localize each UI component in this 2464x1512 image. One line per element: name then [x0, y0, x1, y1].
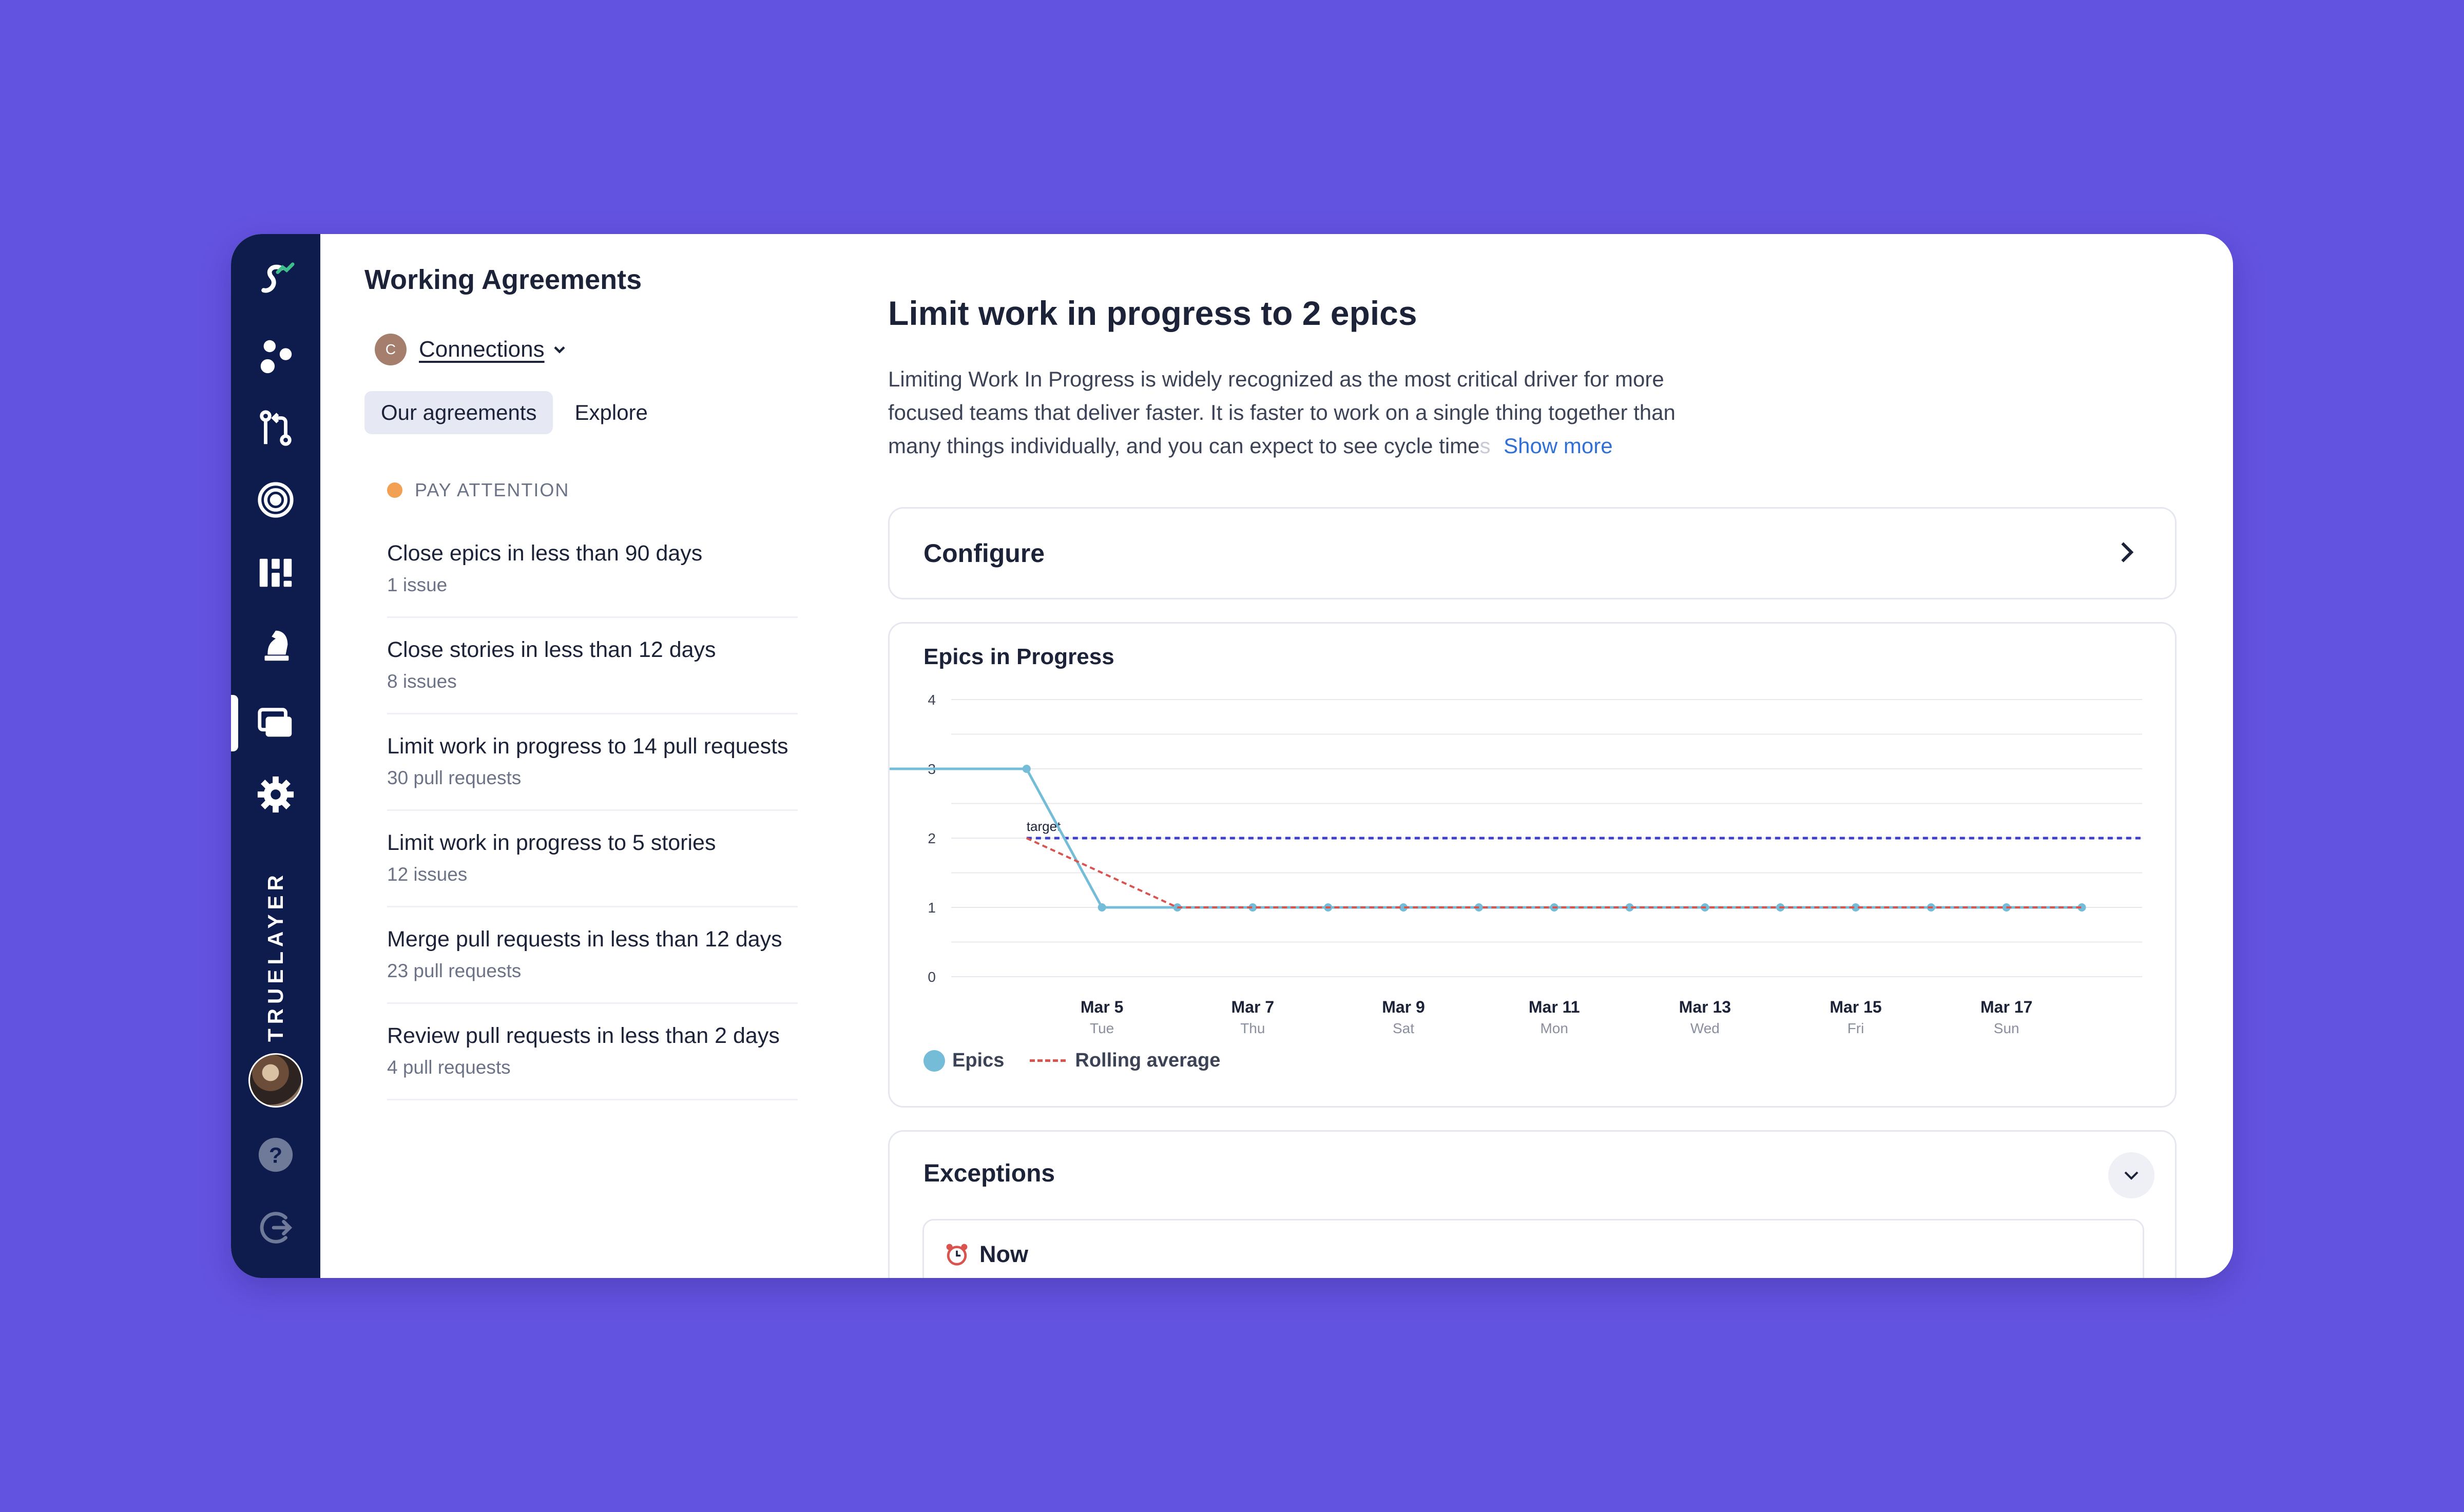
data-point-epics — [1248, 903, 1257, 912]
chart-title: Epics in Progress — [923, 644, 1114, 669]
x-tick-weekday: Sat — [1393, 1020, 1414, 1034]
warning-dot-icon — [387, 482, 402, 498]
data-point-epics — [2077, 903, 2086, 912]
x-tick-label: Mar 9 — [1382, 998, 1425, 1016]
now-label: Now — [945, 1241, 1028, 1268]
target-icon[interactable] — [250, 474, 301, 526]
list-item-title: Close stories in less than 12 days — [387, 637, 716, 662]
svg-text:?: ? — [269, 1143, 282, 1168]
data-point-epics — [1625, 903, 1634, 912]
data-point-epics — [1852, 903, 1860, 912]
x-tick-weekday: Sun — [1994, 1020, 2019, 1034]
agreement-tabs: Our agreements Explore — [364, 391, 669, 434]
x-tick-label: Mar 7 — [1231, 998, 1275, 1016]
list-item[interactable]: Close stories in less than 12 days 8 iss… — [387, 618, 798, 714]
tab-our-agreements[interactable]: Our agreements — [364, 391, 553, 434]
now-text: Now — [979, 1241, 1028, 1267]
logo-icon[interactable] — [250, 255, 301, 306]
user-avatar[interactable] — [248, 1053, 303, 1108]
list-item-subtitle: 1 issue — [387, 574, 448, 595]
gear-icon[interactable] — [250, 769, 301, 820]
series-line-rolling-average — [1026, 837, 2082, 908]
x-tick-label: Mar 5 — [1081, 998, 1124, 1016]
exceptions-card: Exceptions Now — [888, 1130, 2177, 1278]
list-item[interactable]: Review pull requests in less than 2 days… — [387, 1004, 798, 1100]
board-icon[interactable] — [250, 547, 301, 598]
help-icon[interactable]: ? — [250, 1129, 301, 1180]
agreements-panel: Working Agreements C Connections Our agr… — [320, 234, 798, 1278]
exceptions-label: Exceptions — [923, 1160, 1055, 1187]
x-tick-label: Mar 17 — [1980, 998, 2032, 1016]
y-tick-label: 2 — [928, 830, 936, 846]
list-item-subtitle: 30 pull requests — [387, 767, 522, 788]
list-item-subtitle: 4 pull requests — [387, 1057, 511, 1078]
y-tick-label: 1 — [928, 900, 936, 916]
chevron-down-icon[interactable] — [2121, 1165, 2142, 1186]
list-item[interactable]: Limit work in progress to 14 pull reques… — [387, 714, 798, 811]
chart-card: Epics in Progress 0 1 2 3 4 target Mar 5 Tue Mar… — [888, 622, 2177, 1108]
list-item-title: Close epics in less than 90 days — [387, 541, 703, 566]
page-title: Limit work in progress to 2 epics — [888, 294, 1417, 332]
configure-card[interactable]: Configure — [888, 507, 2177, 599]
pull-request-icon[interactable] — [250, 402, 301, 454]
section-label: PAY ATTENTION — [387, 479, 569, 501]
list-item-title: Review pull requests in less than 2 days — [387, 1023, 780, 1048]
chevron-right-icon[interactable] — [2113, 539, 2139, 565]
now-section: Now — [922, 1219, 2144, 1278]
exceptions-toggle[interactable] — [2108, 1152, 2154, 1198]
x-tick-label: Mar 11 — [1529, 998, 1580, 1016]
data-point-epics — [1022, 765, 1031, 773]
list-item[interactable]: Limit work in progress to 5 stories 12 i… — [387, 811, 798, 907]
legend-rolling-label: Rolling average — [1075, 1050, 1221, 1071]
y-tick-label: 0 — [928, 969, 936, 985]
logout-icon[interactable] — [250, 1202, 301, 1253]
data-point-epics — [1399, 903, 1408, 912]
agreement-list: Close epics in less than 90 days 1 issue… — [387, 521, 798, 1100]
list-item-title: Limit work in progress to 14 pull reques… — [387, 734, 788, 759]
chart-legend: Epics Rolling average — [923, 1050, 1220, 1072]
show-more-link[interactable]: Show more — [1504, 434, 1613, 458]
x-tick-weekday: Wed — [1690, 1020, 1720, 1034]
x-tick-weekday: Fri — [1847, 1020, 1864, 1034]
x-tick-weekday: Thu — [1240, 1020, 1265, 1034]
data-point-epics — [1098, 903, 1106, 912]
x-tick-weekday: Tue — [1090, 1020, 1114, 1034]
description: Limiting Work In Progress is widely reco… — [888, 362, 1720, 462]
legend-epics-swatch — [923, 1050, 945, 1072]
x-tick-label: Mar 13 — [1679, 998, 1731, 1016]
configure-label: Configure — [923, 539, 1045, 568]
list-item-subtitle: 8 issues — [387, 671, 457, 692]
chevron-down-icon[interactable] — [552, 342, 567, 357]
team-selector[interactable]: C Connections — [364, 332, 567, 367]
description-fade: s — [1479, 434, 1491, 458]
active-indicator — [231, 695, 238, 751]
list-item[interactable]: Close epics in less than 90 days 1 issue — [387, 521, 798, 618]
legend-epics-label: Epics — [952, 1050, 1005, 1071]
list-item[interactable]: Merge pull requests in less than 12 days… — [387, 907, 798, 1004]
y-tick-label: 4 — [928, 692, 936, 708]
working-agreements-icon[interactable] — [250, 698, 301, 749]
x-tick-label: Mar 15 — [1830, 998, 1881, 1016]
panel-title: Working Agreements — [364, 264, 642, 295]
nav-rail: TRUELAYER ? — [231, 234, 320, 1278]
chess-knight-icon[interactable] — [250, 619, 301, 670]
x-tick-weekday: Mon — [1540, 1020, 1568, 1034]
list-item-subtitle: 12 issues — [387, 864, 468, 885]
agreement-detail: Limit work in progress to 2 epics Limiti… — [888, 234, 2233, 1278]
metrics-icon[interactable] — [250, 331, 301, 382]
team-badge: C — [375, 334, 407, 365]
legend-rolling-swatch — [1030, 1059, 1066, 1062]
tab-explore[interactable]: Explore — [574, 400, 648, 424]
org-name: TRUELAYER — [263, 870, 287, 1042]
list-item-title: Merge pull requests in less than 12 days — [387, 927, 782, 952]
alarm-clock-icon — [946, 1244, 968, 1266]
list-item-subtitle: 23 pull requests — [387, 960, 522, 981]
description-text: Limiting Work In Progress is widely reco… — [888, 367, 1676, 458]
team-name[interactable]: Connections — [419, 337, 545, 362]
app-window: TRUELAYER ? Working Agreements C Connect… — [231, 234, 2233, 1278]
list-item-title: Limit work in progress to 5 stories — [387, 830, 716, 855]
section-label-text: PAY ATTENTION — [415, 479, 570, 500]
